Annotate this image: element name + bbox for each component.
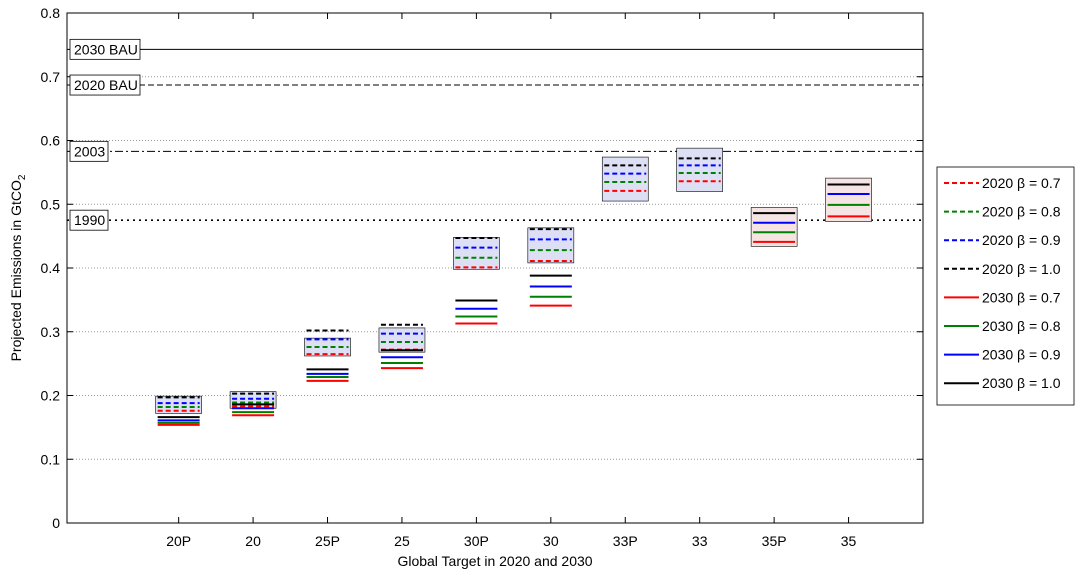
reference-label-text: 2003 bbox=[74, 143, 105, 159]
legend-label: 2020 β = 1.0 bbox=[982, 261, 1061, 277]
reference-label: 2003 bbox=[69, 140, 109, 162]
legend-box bbox=[936, 166, 1075, 406]
x-tick-label: 25P bbox=[315, 533, 340, 549]
y-tick-label: 0.4 bbox=[41, 260, 61, 276]
x-axis-label: Global Target in 2020 and 2030 bbox=[397, 553, 592, 569]
y-axis-label-main: Projected Emissions in GtCO bbox=[8, 180, 24, 361]
legend-label: 2030 β = 0.8 bbox=[982, 318, 1061, 334]
legend-label: 2030 β = 1.0 bbox=[982, 375, 1061, 391]
y-axis-label-subscript: 2 bbox=[17, 174, 28, 180]
reference-label: 1990 bbox=[69, 209, 109, 231]
reference-label: 2020 BAU bbox=[69, 74, 141, 96]
reference-label: 2030 BAU bbox=[69, 38, 141, 60]
range-box bbox=[453, 237, 500, 270]
x-tick-label: 20P bbox=[166, 533, 191, 549]
legend-label: 2020 β = 0.9 bbox=[982, 232, 1061, 248]
reference-label-box bbox=[69, 209, 109, 231]
range-box bbox=[527, 227, 575, 264]
series-marks bbox=[157, 157, 870, 426]
reference-label-text: 2020 BAU bbox=[74, 77, 138, 93]
reference-label-text: 2030 BAU bbox=[74, 41, 138, 57]
y-tick-label: 0.5 bbox=[41, 196, 61, 212]
reference-label-box bbox=[69, 140, 109, 162]
range-boxes bbox=[155, 147, 872, 414]
y-tick-label: 0.3 bbox=[41, 324, 61, 340]
y-axis: 0 0.1 0.2 0.3 0.4 0.5 0.6 0.7 0.8 bbox=[41, 5, 923, 531]
x-tick-label: 35P bbox=[762, 533, 787, 549]
x-tick-label: 25 bbox=[394, 533, 410, 549]
x-tick-label: 30 bbox=[543, 533, 559, 549]
x-axis: 20P 20 25P 25 30P 30 33P 33 35P 35 bbox=[166, 13, 857, 549]
range-box bbox=[378, 327, 426, 353]
x-tick-label: 33 bbox=[692, 533, 708, 549]
y-tick-label: 0.6 bbox=[41, 133, 61, 149]
x-tick-label: 20 bbox=[245, 533, 261, 549]
legend-label: 2030 β = 0.7 bbox=[982, 289, 1061, 305]
reference-label-box bbox=[69, 74, 141, 96]
y-tick-label: 0.8 bbox=[41, 5, 61, 21]
reference-lines bbox=[67, 48, 923, 221]
range-box bbox=[155, 395, 202, 414]
legend-label: 2020 β = 0.7 bbox=[982, 175, 1061, 191]
legend-label: 2020 β = 0.8 bbox=[982, 204, 1061, 220]
legend-label: 2030 β = 0.9 bbox=[982, 347, 1061, 363]
legend: 2020 β = 0.7 2020 β = 0.8 2020 β = 0.9 2020… bbox=[936, 166, 1075, 406]
x-tick-label: 30P bbox=[464, 533, 489, 549]
y-tick-label: 0 bbox=[52, 515, 60, 531]
range-box bbox=[601, 156, 649, 202]
reference-label-text: 1990 bbox=[74, 212, 105, 228]
y-tick-label: 0.2 bbox=[41, 388, 61, 404]
y-tick-label: 0.7 bbox=[41, 69, 61, 85]
x-tick-label: 33P bbox=[613, 533, 638, 549]
x-tick-label: 35 bbox=[841, 533, 857, 549]
range-box bbox=[676, 147, 723, 192]
y-tick-label: 0.1 bbox=[41, 451, 61, 467]
y-axis-label: Projected Emissions in GtCO2 bbox=[8, 174, 28, 361]
reference-labels: 2030 BAU 2020 BAU 2003 1990 bbox=[69, 38, 141, 231]
reference-label-box bbox=[69, 38, 141, 60]
